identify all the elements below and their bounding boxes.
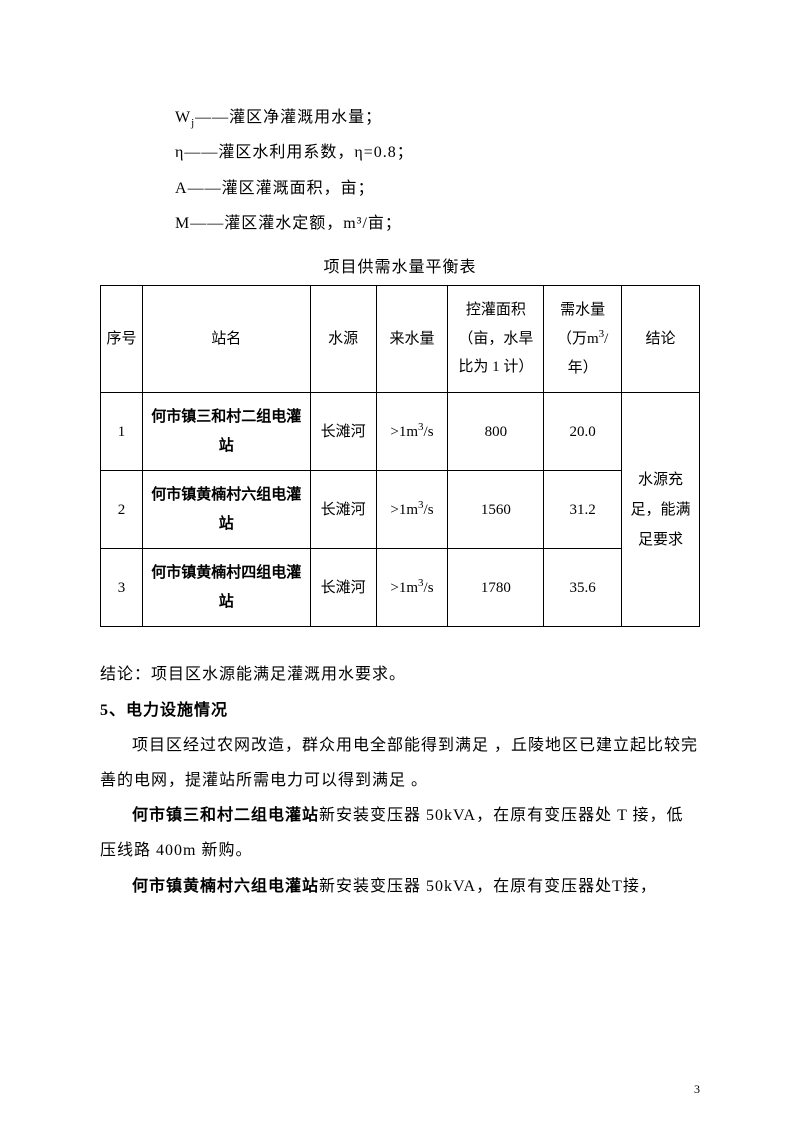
cell-seq: 3 [101,549,143,627]
def-text: ——灌区净灌溉用水量； [195,109,382,126]
cell-source: 长滩河 [310,549,376,627]
cell-source: 长滩河 [310,393,376,471]
station1-name: 何市镇三和村二组电灌站 [132,807,319,824]
cell-conclusion: 水源充足，能满足要求 [622,393,700,627]
section-5-station2: 何市镇黄楠村六组电灌站新安装变压器 50kVA，在原有变压器处T接， [100,869,700,904]
cell-inflow: >1m3/s [376,393,448,471]
table-row: 2 何市镇黄楠村六组电灌站 长滩河 >1m3/s 1560 31.2 [101,471,700,549]
def-line-1: Wj——灌区净灌溉用水量； [175,100,700,135]
water-balance-table: 序号 站名 水源 来水量 控灌面积（亩，水旱比为 1 计） 需水量（万m3/年）… [100,285,700,628]
def-symbol: η [175,144,184,161]
cell-seq: 2 [101,471,143,549]
station2-name: 何市镇黄楠村六组电灌站 [132,878,319,895]
page-number: 3 [694,1082,700,1097]
table-row: 3 何市镇黄楠村四组电灌站 长滩河 >1m3/s 1780 35.6 [101,549,700,627]
cell-name: 何市镇黄楠村六组电灌站 [142,471,310,549]
cell-demand: 31.2 [544,471,622,549]
def-line-3: A——灌区灌溉面积，亩； [175,171,700,206]
def-line-4: M——灌区灌水定额，m³/亩； [175,206,700,241]
header-source: 水源 [310,285,376,393]
def-text: ——灌区灌水定额，m³/亩； [190,215,402,232]
cell-inflow: >1m3/s [376,471,448,549]
table-title: 项目供需水量平衡表 [100,253,700,277]
cell-name: 何市镇三和村二组电灌站 [142,393,310,471]
table-header-row: 序号 站名 水源 来水量 控灌面积（亩，水旱比为 1 计） 需水量（万m3/年）… [101,285,700,393]
header-area: 控灌面积（亩，水旱比为 1 计） [448,285,544,393]
section-5-station1: 何市镇三和村二组电灌站新安装变压器 50kVA，在原有变压器处 T 接，低压线路… [100,798,700,868]
cell-source: 长滩河 [310,471,376,549]
table-row: 1 何市镇三和村二组电灌站 长滩河 >1m3/s 800 20.0 水源充足，能… [101,393,700,471]
def-line-2: η——灌区水利用系数，η=0.8； [175,135,700,170]
cell-demand: 20.0 [544,393,622,471]
header-conclusion: 结论 [622,285,700,393]
cell-demand: 35.6 [544,549,622,627]
header-name: 站名 [142,285,310,393]
section-5-para1: 项目区经过农网改造，群众用电全部能得到满足 ，丘陵地区已建立起比较完善的电网，提… [100,728,700,798]
cell-name: 何市镇黄楠村四组电灌站 [142,549,310,627]
def-text: ——灌区灌溉面积，亩； [188,180,375,197]
header-demand: 需水量（万m3/年） [544,285,622,393]
def-symbol: M [175,215,190,232]
cell-inflow: >1m3/s [376,549,448,627]
station2-text: 新安装变压器 50kVA，在原有变压器处T接， [319,878,657,895]
section-5-heading: 5、电力设施情况 [100,693,700,728]
definitions-block: Wj——灌区净灌溉用水量； η——灌区水利用系数，η=0.8； A——灌区灌溉面… [175,100,700,241]
header-seq: 序号 [101,285,143,393]
def-symbol: A [175,180,188,197]
cell-area: 800 [448,393,544,471]
conclusion-line: 结论：项目区水源能满足灌溉用水要求。 [100,657,700,692]
cell-seq: 1 [101,393,143,471]
def-symbol: W [175,109,191,126]
cell-area: 1560 [448,471,544,549]
def-text: ——灌区水利用系数，η=0.8； [184,144,413,161]
cell-area: 1780 [448,549,544,627]
header-inflow: 来水量 [376,285,448,393]
